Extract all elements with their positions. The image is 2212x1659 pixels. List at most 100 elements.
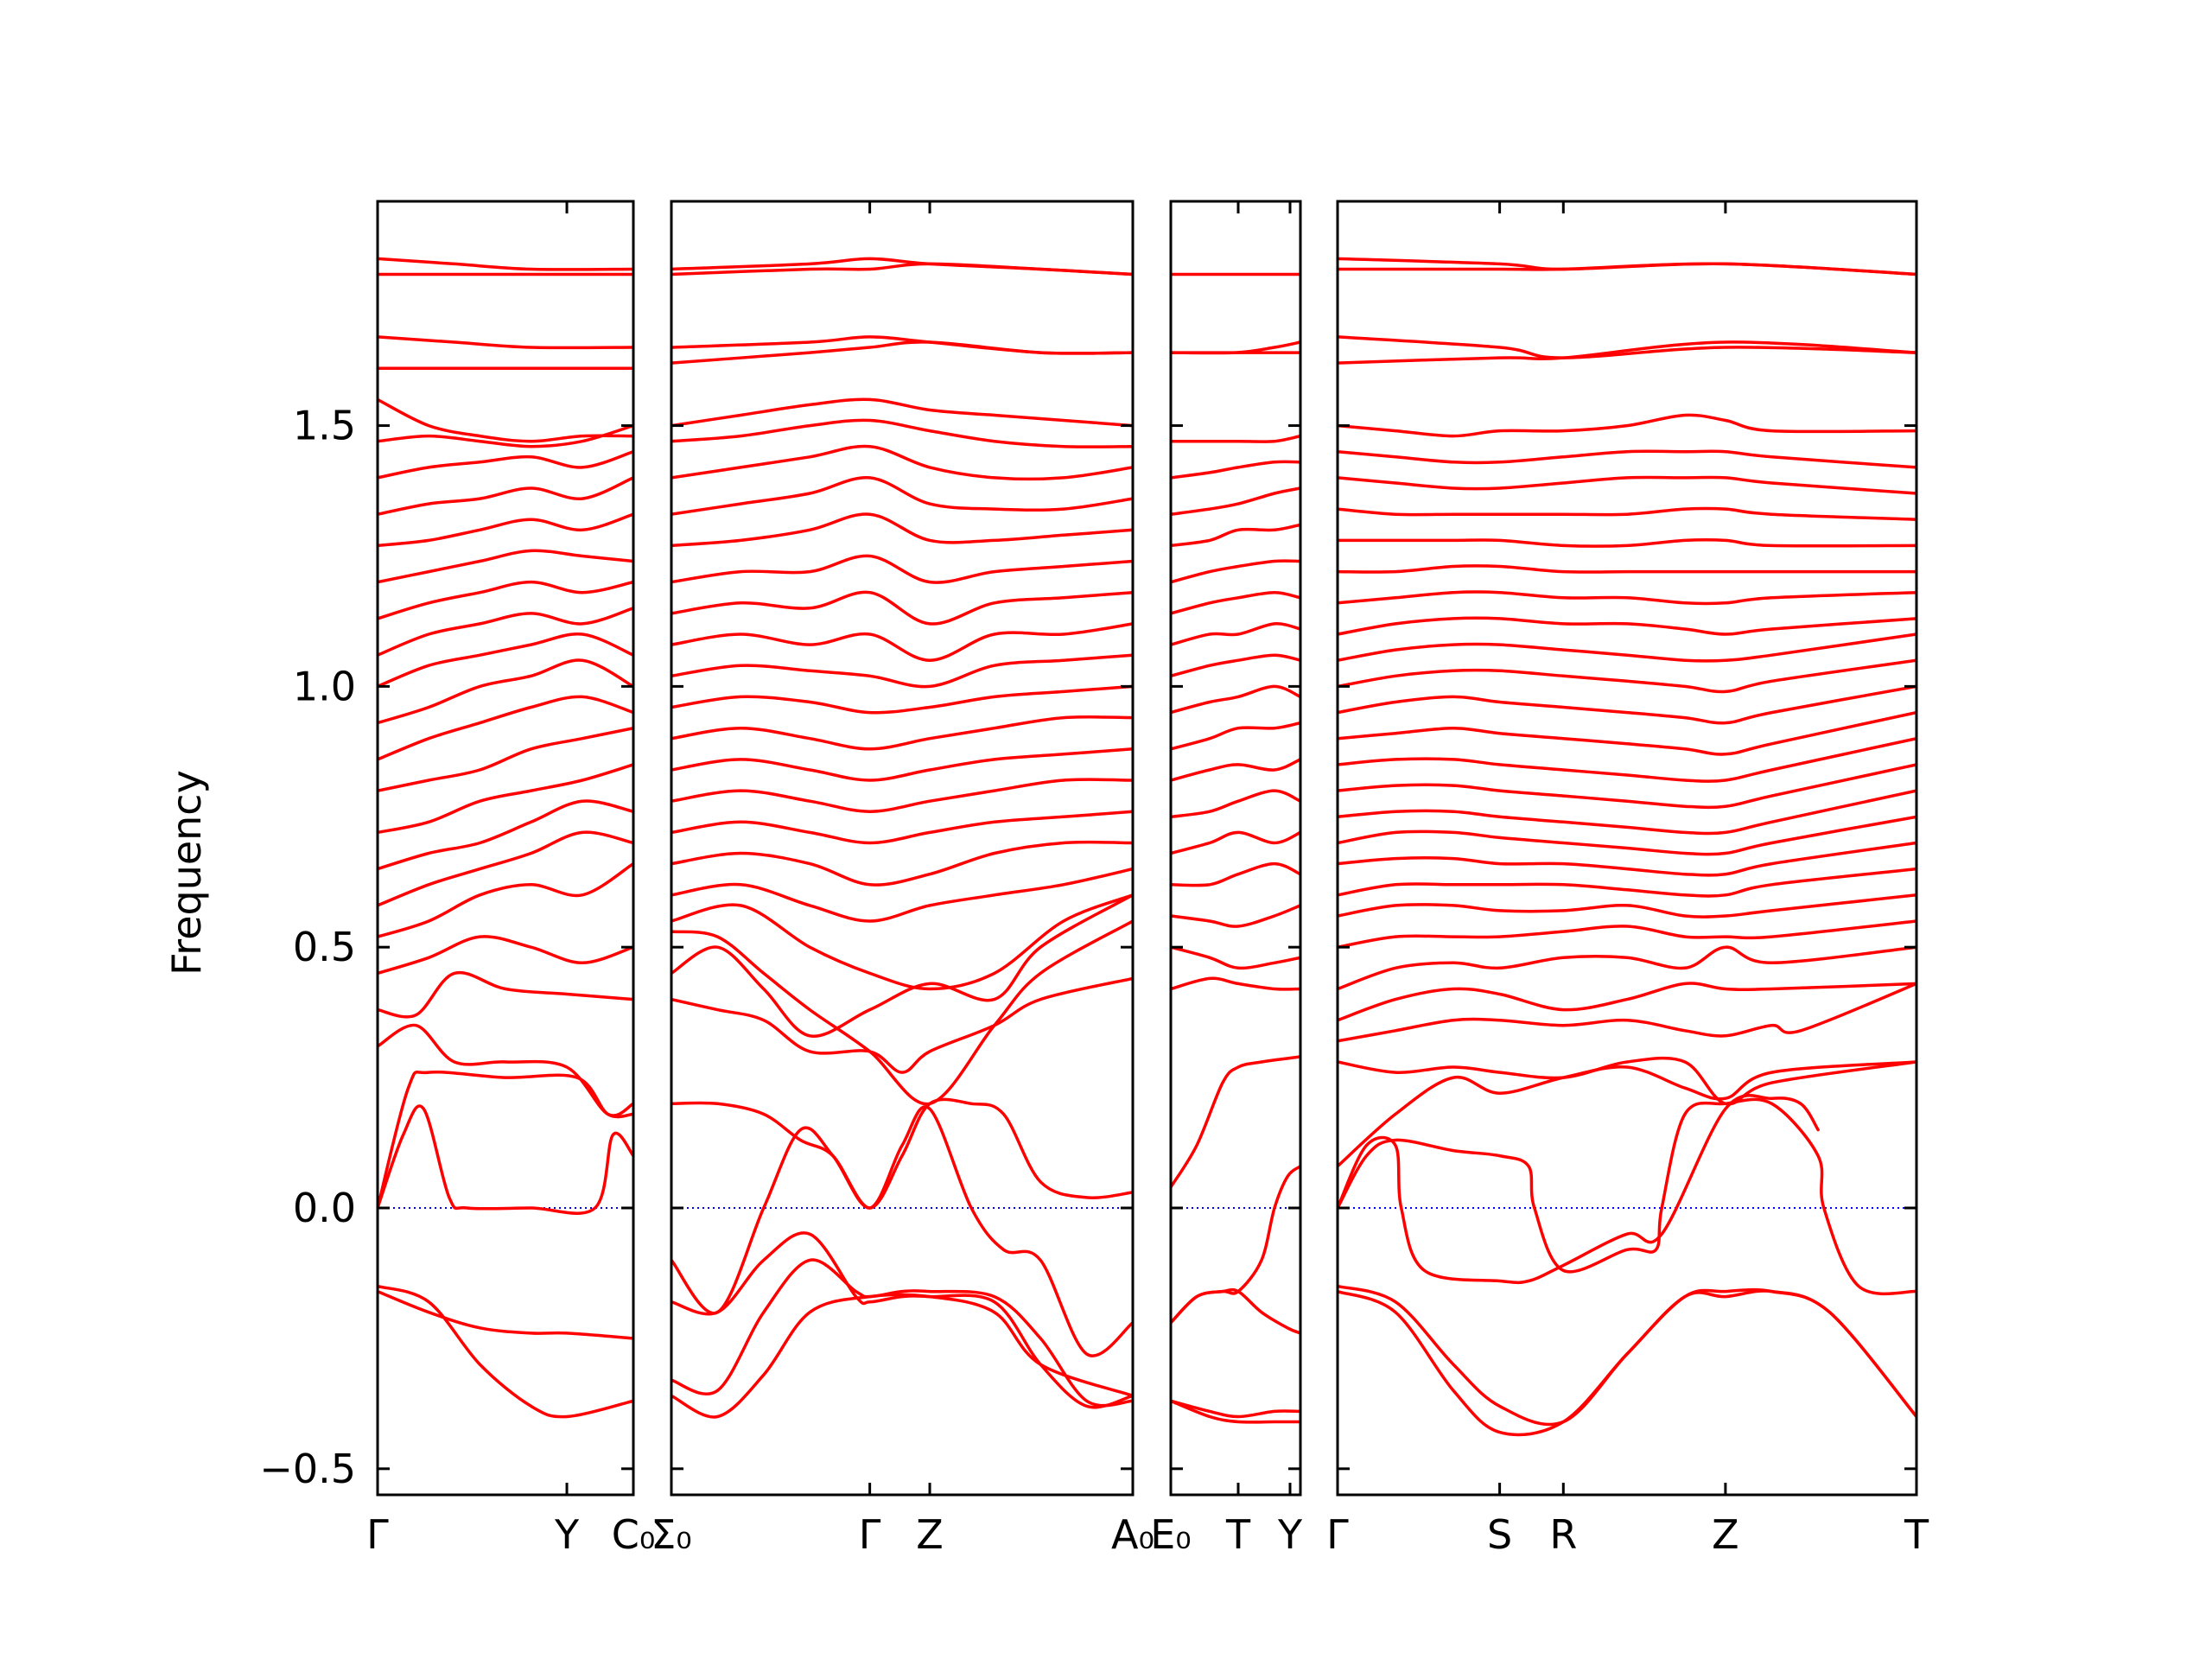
band-lines [671, 257, 1133, 1419]
x-tick-label: C₀ [612, 1511, 656, 1558]
band-line [378, 935, 633, 976]
band-line [671, 778, 1133, 813]
panel-3: E₀ T Y [1150, 200, 1303, 1558]
band-line [378, 257, 633, 271]
x-tick-label: Y [1277, 1511, 1303, 1558]
band-line [1338, 413, 1916, 438]
x-tick-label: Γ [859, 1511, 881, 1558]
band-line [671, 840, 1133, 887]
band-line [1171, 904, 1300, 928]
band-line [671, 893, 1133, 991]
band-line [671, 335, 1133, 355]
band-line [671, 418, 1133, 448]
panel-frame [376, 200, 635, 1497]
panel-1: Γ Y C₀ [366, 200, 656, 1558]
x-tick-label: A₀ [1111, 1511, 1154, 1558]
panel-frame [1169, 200, 1302, 1497]
band-line [671, 653, 1133, 689]
y-tick-label: 1.5 [293, 403, 356, 449]
band-line [378, 861, 633, 938]
band-line [378, 1284, 633, 1419]
band-line [378, 423, 633, 448]
band-line [1338, 763, 1916, 810]
band-line [1171, 830, 1300, 855]
band-line [1171, 653, 1300, 678]
y-tick-label: −0.5 [259, 1446, 356, 1492]
y-axis-label: Frequency [163, 770, 210, 976]
band-line [1171, 559, 1300, 584]
band-line [378, 830, 633, 907]
band-line [1338, 1094, 1820, 1285]
band-line [1338, 945, 1916, 991]
band-line [1171, 590, 1300, 615]
band-line [1338, 710, 1916, 756]
band-line [671, 1097, 1133, 1210]
band-line [1171, 434, 1300, 443]
x-tick-label: Γ [366, 1511, 389, 1558]
band-line [378, 476, 633, 516]
band-line [1338, 632, 1916, 663]
y-axis-tick-labels: −0.5 0.0 0.5 1.0 1.5 [259, 403, 356, 1492]
band-line [1338, 1056, 1916, 1106]
band-line [671, 1105, 1133, 1357]
band-line [1338, 789, 1916, 836]
band-line [1338, 564, 1916, 574]
band-line [1338, 919, 1916, 949]
band-line [671, 919, 1133, 1106]
band-line [1338, 736, 1916, 783]
band-line [671, 512, 1133, 548]
band-line [671, 684, 1133, 715]
x-tick-label: T [1225, 1511, 1251, 1558]
band-line [378, 1289, 633, 1340]
band-line [1338, 893, 1916, 918]
y-tick-label: 1.0 [293, 663, 356, 709]
x-tick-label: Z [916, 1511, 944, 1558]
band-line [378, 397, 633, 443]
band-line [671, 590, 1133, 626]
band-line [378, 449, 633, 480]
band-line [1338, 658, 1916, 694]
band-line [1338, 616, 1916, 636]
band-line [1338, 1097, 1916, 1296]
band-line [1338, 335, 1916, 359]
band-line [1171, 684, 1300, 715]
x-tick-label: E₀ [1150, 1511, 1192, 1558]
band-line [1338, 257, 1916, 276]
band-line [378, 632, 633, 689]
band-line [671, 715, 1133, 751]
y-tick-label: 0.5 [293, 924, 356, 970]
band-line [1338, 537, 1916, 548]
band-line [1171, 460, 1300, 480]
band-line [1171, 1287, 1300, 1335]
band-line [1338, 475, 1916, 495]
panel-2: Σ₀ Γ Z A₀ [651, 200, 1154, 1558]
x-tick-label: T [1904, 1511, 1929, 1558]
band-line [671, 622, 1133, 662]
band-line [1171, 486, 1300, 516]
band-line [1171, 1055, 1300, 1189]
band-line [1338, 815, 1916, 856]
band-line [671, 1293, 1133, 1419]
band-line [378, 1104, 633, 1215]
band-line [378, 549, 633, 584]
band-line [1338, 590, 1916, 606]
band-line [378, 580, 633, 620]
band-lines [378, 257, 633, 1419]
x-tick-label: Γ [1326, 1511, 1349, 1558]
band-line [1171, 523, 1300, 548]
band-line [671, 893, 1133, 1038]
band-lines [1338, 257, 1916, 1437]
band-line [1338, 867, 1916, 898]
band-lines [1171, 272, 1300, 1424]
band-line [671, 476, 1133, 516]
band-line [1171, 1399, 1300, 1424]
y-tick-label: 0.0 [293, 1185, 356, 1231]
panel-frame [670, 200, 1135, 1497]
band-line [671, 554, 1133, 584]
band-line [1171, 340, 1300, 355]
band-line [1171, 721, 1300, 751]
band-line [378, 695, 633, 761]
band-line [1338, 841, 1916, 877]
